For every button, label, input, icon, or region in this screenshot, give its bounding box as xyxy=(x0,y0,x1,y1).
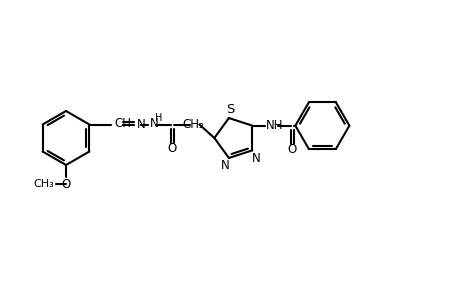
Text: CH₂: CH₂ xyxy=(182,118,204,131)
Text: N: N xyxy=(149,117,158,130)
Text: N: N xyxy=(252,152,260,165)
Text: O: O xyxy=(168,142,177,155)
Text: NH: NH xyxy=(266,119,283,132)
Text: CH: CH xyxy=(114,117,131,130)
Text: S: S xyxy=(225,103,234,116)
Text: O: O xyxy=(287,143,297,156)
Text: N: N xyxy=(220,160,229,172)
Text: N: N xyxy=(136,118,145,131)
Text: CH₃: CH₃ xyxy=(34,179,54,189)
Text: H: H xyxy=(155,112,162,122)
Text: O: O xyxy=(61,178,71,190)
